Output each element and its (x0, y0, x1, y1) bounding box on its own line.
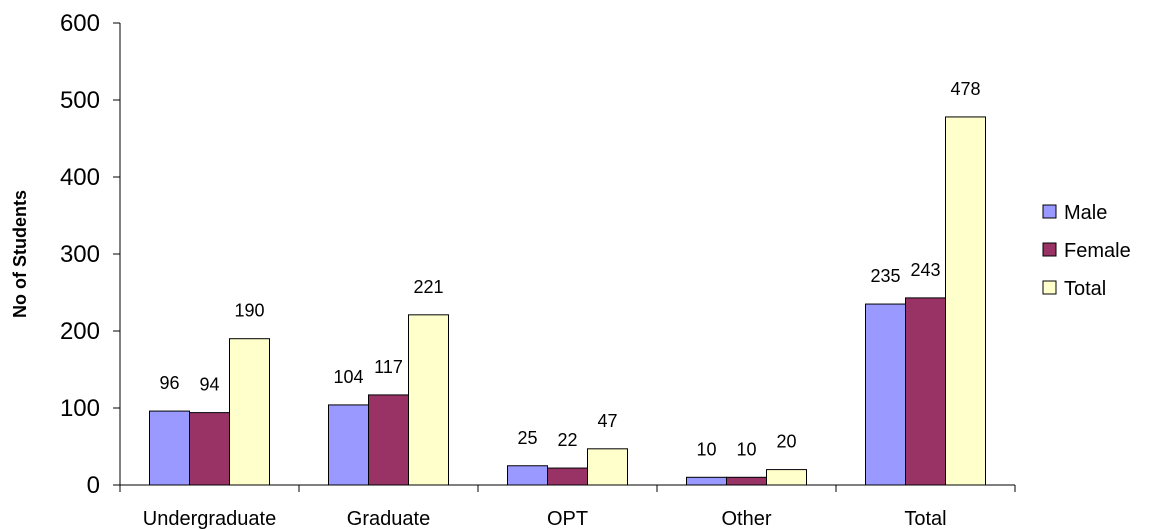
x-tick-label: Other (721, 508, 771, 529)
x-tick-label: Total (904, 508, 946, 529)
legend-swatch-total (1042, 280, 1057, 295)
y-tick-label: 0 (87, 472, 100, 499)
bar-female-graduate (368, 394, 409, 486)
data-label: 20 (776, 432, 796, 452)
y-axis-title: No of Students (10, 190, 30, 318)
data-label: 94 (199, 375, 219, 395)
data-label: 10 (696, 439, 716, 459)
legend-swatch-female (1042, 242, 1057, 257)
bar-total-other (766, 469, 807, 486)
data-label: 22 (557, 430, 577, 450)
legend-swatch-male (1042, 204, 1057, 219)
bar-male-total (865, 303, 906, 486)
bar-total-undergraduate (229, 338, 270, 486)
bar-female-undergraduate (189, 412, 230, 486)
legend: Male Female Total (1042, 202, 1131, 300)
bar-male-other (686, 476, 727, 486)
y-tick-label: 600 (60, 10, 100, 37)
bar-female-other (726, 476, 767, 486)
x-axis: Undergraduate Graduate OPT Other Total (119, 484, 1016, 529)
data-label: 117 (374, 357, 403, 377)
data-label: 478 (950, 79, 980, 99)
y-tick-label: 400 (60, 164, 100, 191)
data-labels: 96 94 190 104 117 221 25 22 47 10 10 20 235 243 478 (159, 79, 980, 459)
y-axis: 0 100 200 300 400 500 600 (60, 10, 121, 499)
y-tick-label: 100 (60, 395, 100, 422)
bar-male-graduate (328, 404, 369, 486)
data-label: 104 (333, 367, 363, 387)
bar-female-total (905, 297, 946, 486)
x-tick-label: Graduate (347, 508, 430, 529)
bar-male-opt (507, 465, 548, 486)
x-tick-label: OPT (547, 508, 588, 529)
data-label: 235 (870, 266, 900, 286)
data-label: 47 (597, 411, 617, 431)
x-tick-label: Undergraduate (143, 508, 276, 529)
bar-total-graduate (408, 314, 449, 486)
data-label: 190 (234, 301, 264, 321)
bar-male-undergraduate (149, 410, 190, 486)
y-tick-label: 300 (60, 241, 100, 268)
data-label: 96 (159, 373, 179, 393)
bar-total-opt (587, 448, 628, 486)
bar-total-total (945, 116, 986, 486)
bar-female-opt (547, 467, 588, 486)
y-tick-label: 200 (60, 318, 100, 345)
data-label: 10 (736, 439, 756, 459)
data-label: 243 (910, 260, 940, 280)
legend-label-male: Male (1064, 202, 1107, 224)
y-tick-label: 500 (60, 87, 100, 114)
data-label: 25 (517, 428, 537, 448)
data-label: 221 (413, 277, 443, 297)
bars (149, 116, 986, 486)
legend-label-total: Total (1064, 278, 1106, 300)
legend-label-female: Female (1064, 240, 1131, 262)
